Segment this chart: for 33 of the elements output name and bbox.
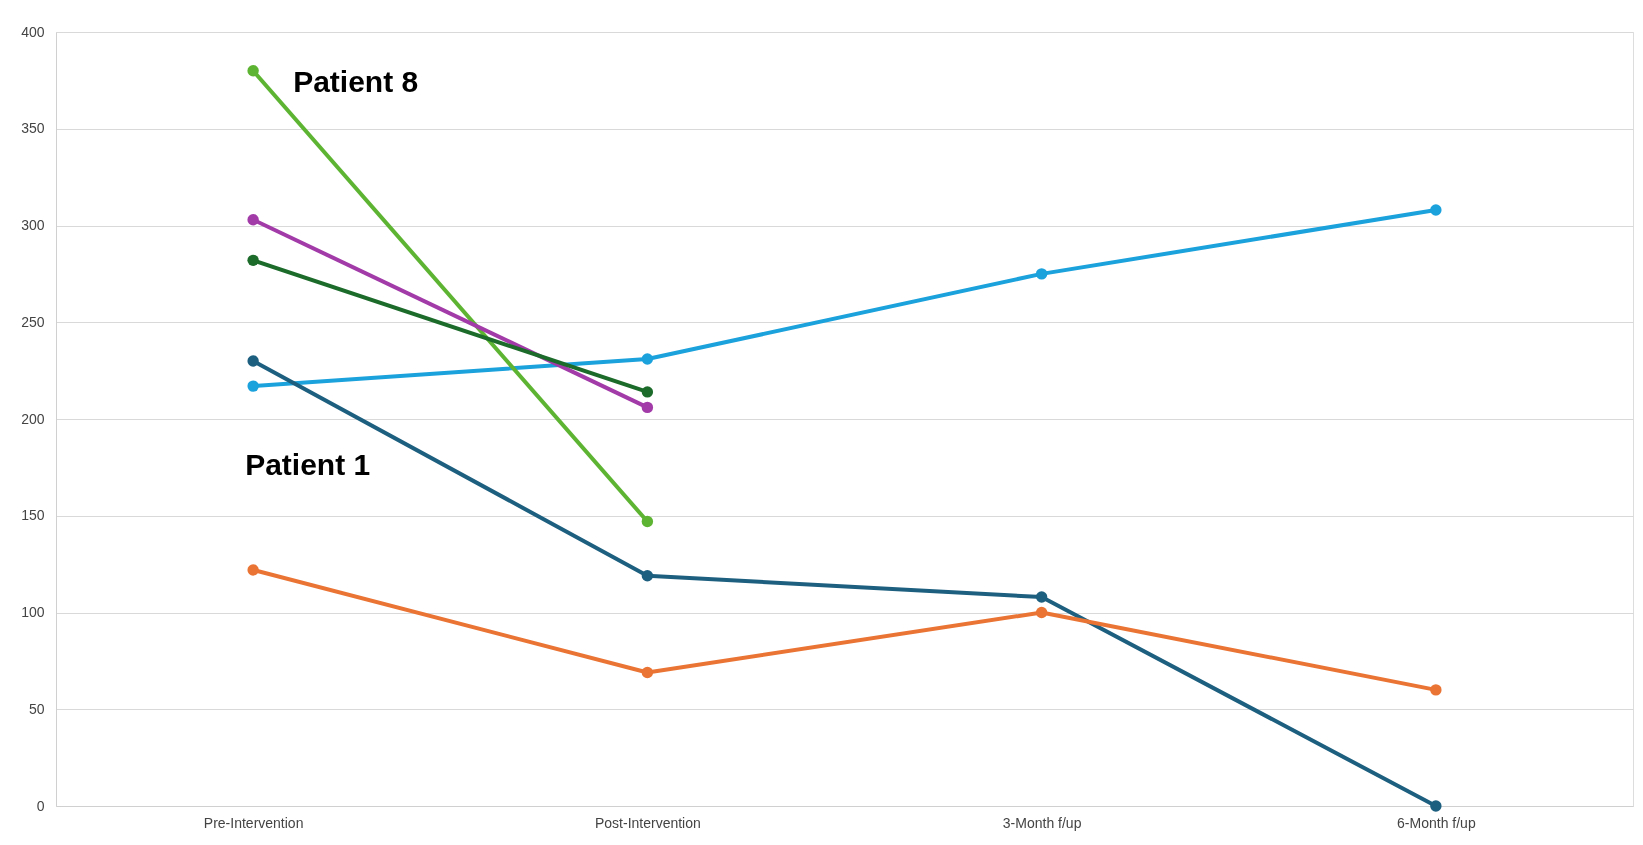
- x-tick-label: 3-Month f/up: [1002, 814, 1082, 831]
- point: [247, 65, 259, 77]
- y-tick-label: 150: [21, 507, 45, 524]
- x-tick-label: Pre-Intervention: [203, 814, 304, 831]
- point: [1035, 606, 1048, 619]
- y-tick-label: 200: [21, 410, 45, 427]
- point: [641, 515, 654, 528]
- point: [1035, 591, 1048, 603]
- point: [641, 666, 654, 679]
- y-tick-label: 350: [21, 120, 45, 137]
- point: [641, 570, 654, 582]
- point: [247, 564, 259, 576]
- point: [1035, 268, 1048, 280]
- point: [247, 355, 259, 367]
- y-tick-label: 300: [21, 217, 45, 233]
- x-tick-label: 6-Month f/up: [1397, 814, 1476, 831]
- point: [641, 386, 654, 398]
- point: [247, 214, 259, 226]
- annotation: Patient 1: [245, 447, 371, 481]
- annotation: Patient 8: [293, 64, 419, 98]
- point: [247, 380, 259, 392]
- y-tick-label: 400: [21, 23, 45, 40]
- y-tick-label: 250: [21, 313, 45, 330]
- y-tick-label: 0: [36, 797, 45, 814]
- point: [641, 401, 654, 414]
- point: [1430, 684, 1442, 696]
- point: [1430, 204, 1442, 216]
- y-tick-label: 100: [21, 604, 45, 620]
- x-tick-label: Post-Intervention: [594, 814, 701, 831]
- y-tick-label: 50: [28, 700, 45, 717]
- point: [1430, 800, 1442, 812]
- point: [641, 353, 654, 365]
- point: [247, 254, 259, 267]
